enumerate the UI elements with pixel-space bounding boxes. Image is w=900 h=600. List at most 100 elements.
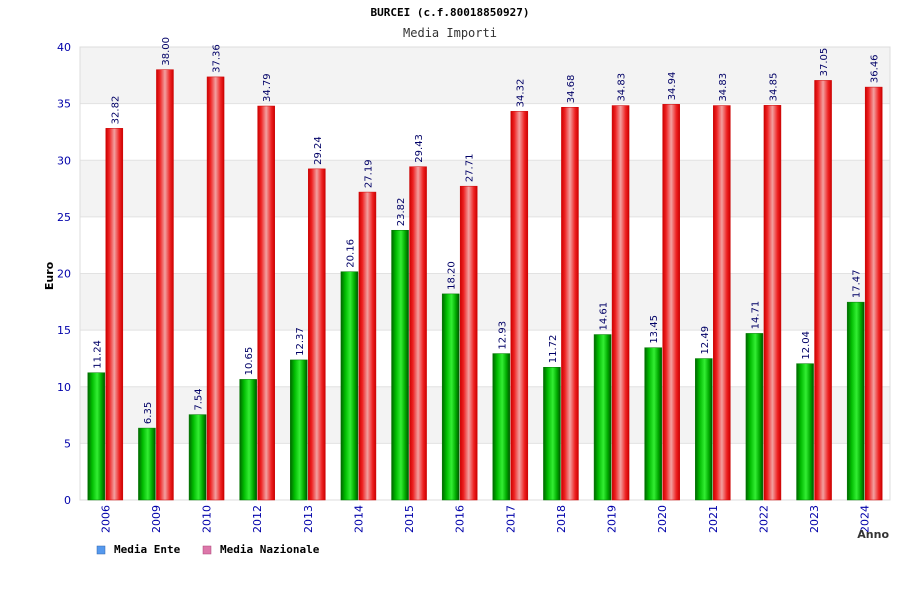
x-tick-label-2013: 2013 xyxy=(302,505,315,533)
legend-label-media-ente: Media Ente xyxy=(114,543,181,556)
bar-media-ente-2017 xyxy=(492,353,511,501)
data-label-media-ente-2016: 18.20 xyxy=(447,261,458,290)
y-tick-label: 0 xyxy=(64,494,71,507)
bar-media-nazionale-2016 xyxy=(459,185,478,501)
data-label-media-ente-2017: 12.93 xyxy=(497,321,508,350)
x-tick-label-2016: 2016 xyxy=(454,505,467,533)
y-tick-label: 40 xyxy=(57,41,71,54)
data-label-media-nazionale-2022: 34.85 xyxy=(768,73,779,102)
data-label-media-ente-2018: 11.72 xyxy=(548,335,559,364)
data-labels-group: 11.24 32.82 6.35 38.00 7.54 37.36 10.65 34.79 12… xyxy=(92,37,880,424)
bar-media-nazionale-2010 xyxy=(206,76,225,501)
x-tick-label-2023: 2023 xyxy=(808,505,821,533)
bar-media-ente-2013 xyxy=(290,359,308,501)
bar-media-nazionale-2022 xyxy=(763,105,782,501)
x-tick-label-2017: 2017 xyxy=(504,505,517,533)
data-label-media-ente-2006: 11.24 xyxy=(92,340,103,369)
data-label-media-nazionale-2020: 34.94 xyxy=(667,72,678,101)
data-label-media-ente-2024: 17.47 xyxy=(852,270,863,299)
bar-media-nazionale-2013 xyxy=(308,168,326,501)
data-label-media-ente-2015: 23.82 xyxy=(396,198,407,227)
x-tick-label-2006: 2006 xyxy=(99,505,112,533)
y-axis: 0 5 10 15 20 25 30 35 40 xyxy=(57,41,71,507)
legend-swatch-media-ente xyxy=(96,545,106,555)
data-label-media-nazionale-2009: 38.00 xyxy=(161,37,172,66)
bar-media-ente-2018 xyxy=(543,367,561,501)
data-label-media-nazionale-2023: 37.05 xyxy=(819,48,830,77)
x-tick-label-2024: 2024 xyxy=(859,505,872,533)
x-tick-label-2012: 2012 xyxy=(251,505,264,533)
data-label-media-ente-2009: 6.35 xyxy=(143,402,154,424)
x-tick-label-2010: 2010 xyxy=(201,505,214,533)
bar-media-ente-2020 xyxy=(644,347,662,501)
data-label-media-nazionale-2024: 36.46 xyxy=(870,54,881,83)
legend-swatch-media-nazionale xyxy=(202,545,212,555)
data-label-media-ente-2020: 13.45 xyxy=(649,315,660,344)
bar-media-ente-2010 xyxy=(188,414,207,501)
bar-media-nazionale-2014 xyxy=(358,191,377,501)
data-label-media-ente-2012: 10.65 xyxy=(244,347,255,376)
y-axis-label: Euro xyxy=(43,261,56,290)
bar-media-nazionale-2018 xyxy=(561,106,579,501)
data-label-media-nazionale-2010: 37.36 xyxy=(212,44,223,73)
bar-media-nazionale-2015 xyxy=(409,166,427,501)
bar-media-ente-2021 xyxy=(695,358,713,501)
y-tick-label: 20 xyxy=(57,268,71,281)
bar-media-ente-2024 xyxy=(846,301,865,501)
data-label-media-nazionale-2017: 34.32 xyxy=(515,79,526,108)
data-label-media-ente-2014: 20.16 xyxy=(345,239,356,268)
x-tick-label-2020: 2020 xyxy=(656,505,669,533)
data-label-media-nazionale-2006: 32.82 xyxy=(110,96,121,125)
bar-media-nazionale-2024 xyxy=(864,86,883,501)
bar-media-ente-2019 xyxy=(593,334,612,501)
bar-media-ente-2012 xyxy=(239,379,257,501)
x-tick-label-2021: 2021 xyxy=(707,505,720,533)
data-label-media-ente-2021: 12.49 xyxy=(700,326,711,355)
bar-media-nazionale-2020 xyxy=(662,104,680,501)
bar-media-nazionale-2021 xyxy=(713,105,731,501)
chart-title: BURCEI (c.f.80018850927) xyxy=(371,6,530,19)
y-tick-label: 25 xyxy=(57,211,71,224)
data-label-media-nazionale-2016: 27.71 xyxy=(465,154,476,183)
bars-group xyxy=(87,69,883,501)
data-label-media-nazionale-2014: 27.19 xyxy=(363,159,374,188)
bar-media-ente-2015 xyxy=(391,229,409,501)
bar-media-nazionale-2019 xyxy=(611,105,630,501)
x-axis-label: Anno xyxy=(857,528,889,541)
bar-media-ente-2014 xyxy=(340,271,359,501)
data-label-media-nazionale-2013: 29.24 xyxy=(313,136,324,165)
y-tick-label: 30 xyxy=(57,154,71,167)
data-label-media-nazionale-2015: 29.43 xyxy=(414,134,425,163)
x-tick-label-2009: 2009 xyxy=(150,505,163,533)
data-label-media-nazionale-2019: 34.83 xyxy=(617,73,628,102)
data-label-media-nazionale-2018: 34.68 xyxy=(566,75,577,104)
data-label-media-nazionale-2021: 34.83 xyxy=(718,73,729,102)
bar-media-ente-2006 xyxy=(87,372,106,501)
data-label-media-nazionale-2012: 34.79 xyxy=(262,73,273,102)
x-tick-label-2014: 2014 xyxy=(352,505,365,533)
data-label-media-ente-2010: 7.54 xyxy=(194,388,205,410)
chart-subtitle: Media Importi xyxy=(403,26,497,40)
bar-media-ente-2016 xyxy=(441,293,460,501)
plot-border xyxy=(79,46,891,501)
x-tick-label-2015: 2015 xyxy=(403,505,416,533)
data-label-media-ente-2023: 12.04 xyxy=(801,331,812,360)
y-tick-label: 5 xyxy=(64,437,71,450)
y-tick-label: 10 xyxy=(57,381,71,394)
bar-media-nazionale-2023 xyxy=(814,80,832,501)
y-tick-label: 35 xyxy=(57,98,71,111)
legend-label-media-nazionale: Media Nazionale xyxy=(220,543,320,556)
x-axis: 2006 2009 2010 2012 2013 2014 2015 2016 2017 2018… xyxy=(99,505,871,533)
x-tick-label-2018: 2018 xyxy=(555,505,568,533)
x-tick-label-2019: 2019 xyxy=(606,505,619,533)
bar-media-nazionale-2012 xyxy=(257,105,275,501)
data-label-media-ente-2013: 12.37 xyxy=(295,327,306,356)
data-label-media-ente-2022: 14.71 xyxy=(750,301,761,330)
x-tick-label-2022: 2022 xyxy=(757,505,770,533)
bar-media-ente-2009 xyxy=(138,427,156,501)
bar-media-nazionale-2006 xyxy=(105,128,124,501)
y-tick-label: 15 xyxy=(57,324,71,337)
bar-media-nazionale-2017 xyxy=(510,111,529,501)
bar-media-nazionale-2009 xyxy=(156,69,174,501)
